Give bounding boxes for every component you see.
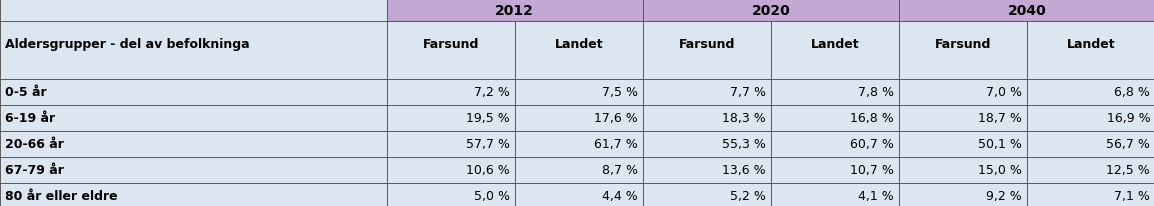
Bar — [515, 105, 643, 131]
Text: 2020: 2020 — [751, 4, 790, 18]
Bar — [1027, 131, 1154, 157]
Text: 4,1 %: 4,1 % — [859, 190, 894, 202]
Bar — [0, 0, 387, 22]
Text: 6,8 %: 6,8 % — [1115, 86, 1151, 99]
Bar — [0, 131, 387, 157]
Bar — [0, 80, 387, 105]
Bar — [771, 105, 899, 131]
Text: 61,7 %: 61,7 % — [594, 138, 638, 151]
Text: 5,0 %: 5,0 % — [473, 190, 510, 202]
Bar — [899, 22, 1027, 80]
Text: Landet: Landet — [1066, 38, 1116, 51]
Text: 7,7 %: 7,7 % — [729, 86, 766, 99]
Text: 18,7 %: 18,7 % — [979, 112, 1022, 125]
Bar — [1027, 183, 1154, 206]
Text: 16,8 %: 16,8 % — [850, 112, 894, 125]
Bar — [643, 183, 771, 206]
Text: 17,6 %: 17,6 % — [594, 112, 638, 125]
Text: 19,5 %: 19,5 % — [466, 112, 510, 125]
Text: 7,5 %: 7,5 % — [601, 86, 638, 99]
Text: 7,2 %: 7,2 % — [474, 86, 510, 99]
Text: Farsund: Farsund — [422, 38, 479, 51]
Text: Aldersgrupper - del av befolkninga: Aldersgrupper - del av befolkninga — [5, 38, 249, 51]
Bar — [1027, 157, 1154, 183]
Text: Farsund: Farsund — [679, 38, 735, 51]
Text: 16,9 %: 16,9 % — [1107, 112, 1151, 125]
Text: Farsund: Farsund — [935, 38, 991, 51]
Text: 9,2 %: 9,2 % — [987, 190, 1022, 202]
Text: 15,0 %: 15,0 % — [979, 164, 1022, 177]
Bar — [899, 105, 1027, 131]
Bar — [515, 157, 643, 183]
Bar — [771, 183, 899, 206]
Bar — [643, 80, 771, 105]
Bar — [0, 183, 387, 206]
Bar — [643, 131, 771, 157]
Text: 0-5 år: 0-5 år — [5, 86, 46, 99]
Text: 57,7 %: 57,7 % — [466, 138, 510, 151]
Text: 4,4 %: 4,4 % — [602, 190, 638, 202]
Bar — [387, 22, 515, 80]
Text: 8,7 %: 8,7 % — [601, 164, 638, 177]
Bar — [0, 157, 387, 183]
Text: 67-79 år: 67-79 år — [5, 164, 63, 177]
Bar — [899, 0, 1154, 22]
Text: 2012: 2012 — [495, 4, 534, 18]
Bar — [515, 80, 643, 105]
Bar — [387, 183, 515, 206]
Bar — [387, 131, 515, 157]
Bar — [899, 80, 1027, 105]
Text: 7,1 %: 7,1 % — [1115, 190, 1151, 202]
Text: 20-66 år: 20-66 år — [5, 138, 63, 151]
Bar — [387, 105, 515, 131]
Bar — [0, 22, 387, 80]
Bar — [643, 22, 771, 80]
Bar — [899, 131, 1027, 157]
Text: 2040: 2040 — [1007, 4, 1047, 18]
Text: 6-19 år: 6-19 år — [5, 112, 55, 125]
Text: 80 år eller eldre: 80 år eller eldre — [5, 190, 118, 202]
Text: 60,7 %: 60,7 % — [850, 138, 894, 151]
Bar — [771, 157, 899, 183]
Text: 13,6 %: 13,6 % — [722, 164, 766, 177]
Text: Landet: Landet — [810, 38, 860, 51]
Bar — [515, 22, 643, 80]
Bar — [1027, 105, 1154, 131]
Text: 5,2 %: 5,2 % — [730, 190, 766, 202]
Bar — [771, 80, 899, 105]
Text: Landet: Landet — [554, 38, 604, 51]
Bar — [1027, 80, 1154, 105]
Bar — [771, 22, 899, 80]
Text: 10,7 %: 10,7 % — [850, 164, 894, 177]
Text: 7,0 %: 7,0 % — [986, 86, 1022, 99]
Text: 56,7 %: 56,7 % — [1107, 138, 1151, 151]
Bar — [643, 105, 771, 131]
Text: 18,3 %: 18,3 % — [722, 112, 766, 125]
Text: 7,8 %: 7,8 % — [857, 86, 894, 99]
Bar — [643, 157, 771, 183]
Bar — [899, 183, 1027, 206]
Bar — [899, 157, 1027, 183]
Bar — [771, 131, 899, 157]
Bar — [387, 0, 643, 22]
Bar — [643, 0, 899, 22]
Bar — [387, 157, 515, 183]
Text: 12,5 %: 12,5 % — [1107, 164, 1151, 177]
Text: 10,6 %: 10,6 % — [466, 164, 510, 177]
Text: 50,1 %: 50,1 % — [979, 138, 1022, 151]
Bar — [515, 183, 643, 206]
Bar — [1027, 22, 1154, 80]
Text: 55,3 %: 55,3 % — [722, 138, 766, 151]
Bar — [515, 131, 643, 157]
Bar — [387, 80, 515, 105]
Bar — [0, 105, 387, 131]
